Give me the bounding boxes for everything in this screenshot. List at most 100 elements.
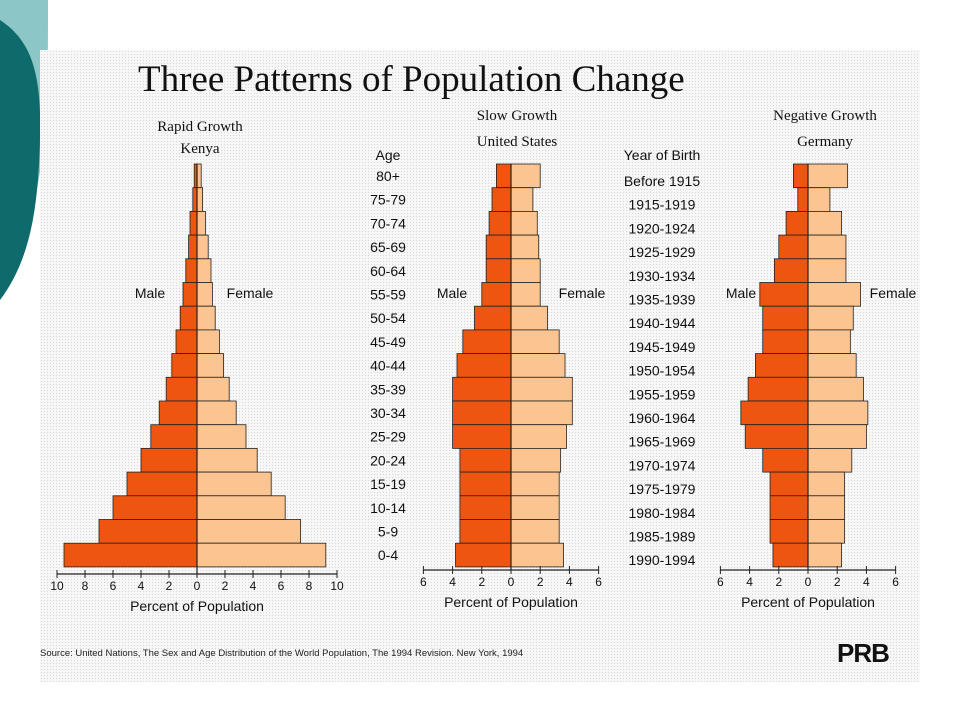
prb-logo: PRB: [837, 638, 890, 668]
male-bar: [452, 424, 512, 449]
year-column-header: Year of Birth: [624, 147, 701, 163]
year-label: 1940-1944: [629, 315, 696, 331]
x-tick-label: 2: [478, 575, 485, 589]
x-tick-label: 8: [306, 579, 313, 593]
male-bar: [772, 542, 809, 568]
male-bar: [452, 376, 512, 402]
x-tick-label: 0: [508, 575, 515, 589]
male-bar: [759, 282, 809, 307]
male-bar: [740, 400, 809, 426]
female-bar: [807, 305, 854, 331]
female-bar: [807, 234, 847, 260]
female-bar: [510, 187, 534, 212]
male-bar: [98, 519, 198, 544]
male-bar: [769, 495, 809, 520]
male-bar: [459, 471, 512, 497]
year-label: 1985-1989: [629, 529, 696, 545]
male-bar: [747, 376, 809, 402]
year-label: 1915-1919: [629, 197, 696, 213]
year-label: 1990-1994: [629, 552, 696, 568]
age-label: 30-34: [370, 405, 406, 421]
male-bar: [785, 210, 809, 236]
female-bar: [510, 400, 573, 426]
x-tick-label: 2: [775, 575, 782, 589]
female-label: Female: [870, 285, 917, 301]
male-bar: [778, 234, 809, 260]
x-tick-label: 8: [82, 579, 89, 593]
male-bar: [481, 282, 512, 307]
x-tick-label: 10: [330, 579, 344, 593]
female-bar: [807, 519, 845, 544]
male-label: Male: [437, 285, 468, 301]
female-bar: [807, 210, 842, 236]
teal-corner-decoration: [0, 0, 48, 300]
x-tick-label: 6: [717, 575, 724, 589]
female-bar: [510, 519, 560, 544]
age-label: 70-74: [370, 215, 406, 231]
female-bar: [196, 519, 301, 544]
female-bar: [196, 234, 209, 260]
female-bar: [510, 258, 541, 283]
male-bar: [485, 234, 512, 260]
female-bar: [196, 187, 203, 212]
x-tick-label: 6: [892, 575, 899, 589]
male-bar: [762, 447, 809, 473]
year-label: 1950-1954: [629, 363, 696, 379]
male-bar: [459, 447, 512, 473]
female-bar: [510, 447, 562, 473]
female-bar: [510, 163, 541, 189]
x-tick-label: 4: [250, 579, 257, 593]
male-bar: [189, 210, 198, 236]
male-bar: [491, 187, 512, 212]
year-label: Before 1915: [624, 173, 700, 189]
male-bar: [774, 258, 809, 283]
female-bar: [807, 495, 845, 520]
x-tick-label: 0: [805, 575, 812, 589]
female-bar: [196, 305, 216, 331]
year-label: 1975-1979: [629, 481, 696, 497]
year-label: 1925-1929: [629, 244, 696, 260]
female-bar: [196, 400, 237, 426]
female-bar: [807, 163, 848, 189]
age-label: 55-59: [370, 287, 406, 303]
x-tick-label: 6: [420, 575, 427, 589]
male-bar: [150, 424, 198, 449]
male-bar: [165, 376, 198, 402]
female-bar: [196, 258, 212, 283]
x-tick-label: 2: [834, 575, 841, 589]
year-label: 1920-1924: [629, 220, 696, 236]
female-bar: [510, 282, 541, 307]
age-label: 15-19: [370, 476, 406, 492]
male-bar: [769, 519, 809, 544]
male-bar: [744, 424, 809, 449]
year-label: 1930-1934: [629, 268, 696, 284]
female-bar: [196, 471, 272, 497]
male-label: Male: [135, 285, 166, 301]
x-tick-label: 10: [50, 579, 64, 593]
year-label: 1945-1949: [629, 339, 696, 355]
pyramid-subtitle: United States: [477, 134, 558, 150]
female-label: Female: [227, 285, 274, 301]
female-bar: [807, 447, 853, 473]
age-label: 40-44: [370, 358, 406, 374]
female-bar: [196, 447, 258, 473]
male-bar: [769, 471, 809, 497]
male-bar: [456, 353, 512, 378]
male-bar: [175, 329, 198, 354]
female-bar: [196, 424, 247, 449]
male-bar: [126, 471, 198, 497]
female-bar: [196, 376, 230, 402]
x-tick-label: 6: [110, 579, 117, 593]
x-tick-label: 4: [746, 575, 753, 589]
female-bar: [807, 376, 864, 402]
age-label: 75-79: [370, 192, 406, 208]
pyramid-subtitle: Germany: [797, 134, 853, 150]
age-label: 65-69: [370, 239, 406, 255]
x-tick-label: 4: [863, 575, 870, 589]
male-bar: [488, 210, 512, 236]
female-bar: [510, 353, 566, 378]
x-tick-label: 2: [537, 575, 544, 589]
male-bar: [188, 234, 198, 260]
female-bar: [807, 353, 857, 378]
female-bar: [196, 542, 327, 568]
